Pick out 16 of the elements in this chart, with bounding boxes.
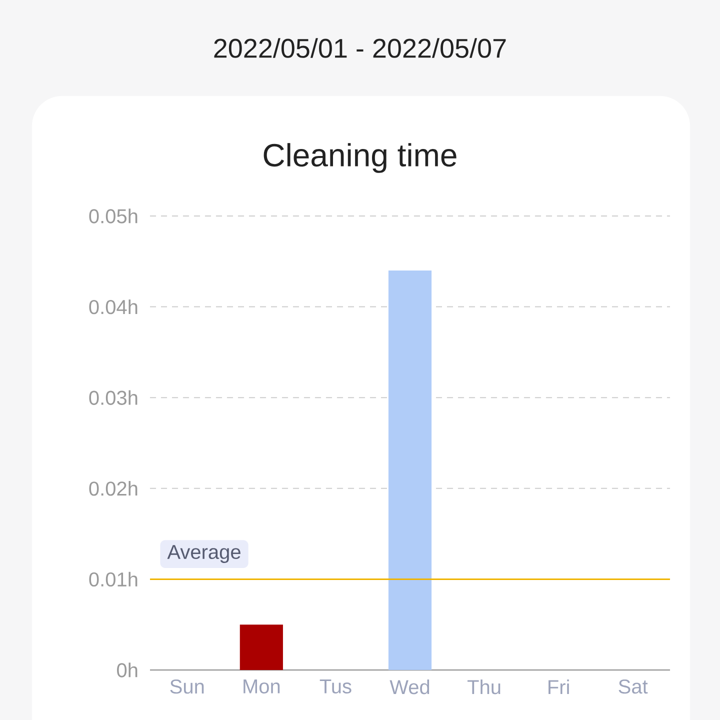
y-tick-label: 0.05h [89,208,138,224]
x-tick-label: Mon [244,680,280,694]
x-tick-label: Wed [390,680,430,694]
y-tick-label: 0.01h [89,572,138,587]
chart-title: Cleaning time [264,143,456,173]
x-tick-label: Thu [468,680,500,694]
x-tick-label: Sat [618,680,648,694]
x-tick-label: Tus [320,680,352,694]
y-tick-label: 0h [117,662,138,678]
y-tick-label: 0.03h [89,390,138,405]
y-tick-label: 0.02h [89,481,138,496]
x-tick-label: Fri [548,680,569,694]
ref-line-label: Average [167,545,240,564]
y-tick-label: 0.04h [89,299,138,314]
chart-subtitle: 2022/05/01 - 2022/05/07 [214,38,506,58]
x-tick-label: Sun [170,680,204,694]
